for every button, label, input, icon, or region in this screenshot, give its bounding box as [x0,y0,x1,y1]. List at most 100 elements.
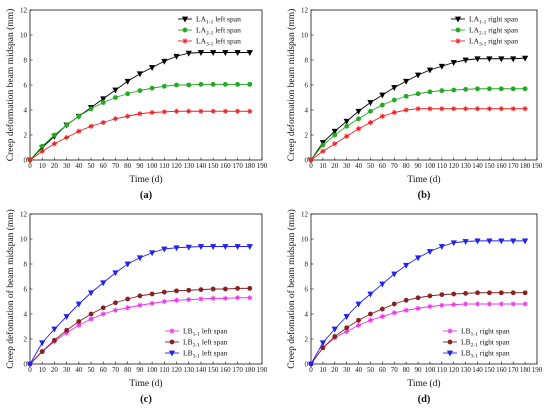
data-point [403,262,410,269]
legend-marker [446,350,454,357]
data-point [88,316,94,322]
x-tick-label: 100 [425,162,436,170]
data-point [451,106,457,112]
x-tick-label: 30 [343,162,351,170]
x-tick-label: 70 [112,162,120,170]
data-point [332,132,338,138]
data-point [356,317,361,323]
data-point [174,82,179,88]
x-tick-label: 130 [460,366,471,374]
x-tick-label: 20 [51,162,59,170]
data-point [125,305,131,311]
data-point [222,295,228,301]
x-tick-label: 100 [147,162,158,170]
legend-entry: LA3-1 left span [196,37,241,48]
y-tick-label: 2 [305,335,309,343]
x-tick-label: 20 [331,162,339,170]
x-tick-label: 70 [391,162,399,170]
data-point [415,91,421,97]
x-tick-label: 130 [460,162,471,170]
data-point [112,116,119,122]
data-point [247,285,253,291]
x-tick-label: 190 [257,366,268,374]
data-point [474,238,481,245]
y-axis-label: Creep deformation beam midspan (mm) [5,9,16,161]
x-tick-label: 40 [75,162,83,170]
y-tick-label: 12 [20,6,28,14]
data-point [379,92,386,99]
x-tick-label: 50 [88,366,96,374]
data-point [403,93,409,99]
x-tick-label: 170 [508,162,519,170]
data-point [125,296,131,302]
panel-label: (c) [140,394,152,405]
data-point [498,290,504,296]
x-tick-label: 110 [437,162,448,170]
data-point [52,337,57,343]
series-2 [27,81,253,163]
x-tick-label: 90 [415,366,423,374]
data-point [222,108,228,114]
x-axis-label: Time (d) [129,174,162,185]
x-tick-label: 170 [232,366,243,374]
data-point [197,244,205,251]
data-point [161,298,167,305]
data-point [414,255,422,262]
x-axis-label: Time (d) [407,378,440,389]
data-point [113,95,118,100]
data-point [451,302,457,308]
chart-svg-b: 0 10 20 30 40 50 60 70 80 90 100 110 120 130 140 150 160… [286,6,543,201]
legend-marker [455,38,461,44]
x-tick-label: 140 [196,162,207,170]
data-point [510,301,516,307]
data-point [463,106,469,112]
x-tick-label: 90 [136,366,144,374]
data-point [522,290,528,296]
data-point [522,238,529,245]
data-point [463,290,469,296]
x-tick-label: 150 [484,366,495,374]
data-point [234,295,241,301]
data-point [246,50,253,57]
data-point [379,102,385,108]
series-line [29,110,250,161]
chart-svg-c: 0 10 20 30 40 50 60 70 80 90 100 110 120 130 140 150 160… [5,209,268,405]
y-tick-label: 4 [24,310,28,318]
data-point [474,106,481,112]
x-tick-label: 170 [232,162,243,170]
data-point [234,108,241,114]
legend-entry: LA1-1 left span [196,15,241,26]
data-point [173,245,180,252]
x-tick-label: 120 [171,366,182,374]
data-point [368,311,373,317]
data-point [391,109,397,116]
data-point [222,50,229,57]
legend-marker [447,339,453,345]
data-point [320,142,326,148]
data-point [75,301,82,308]
x-tick-label: 130 [183,162,194,170]
data-point [26,361,34,368]
series-line [29,83,250,161]
data-point [186,287,192,293]
data-point [112,87,119,94]
x-tick-label: 180 [245,366,256,374]
x-tick-label: 90 [415,162,423,170]
data-point [64,330,70,336]
x-tick-label: 180 [520,366,531,374]
data-point [415,305,421,311]
data-point [463,86,469,92]
data-point [510,106,516,112]
data-point [510,86,516,92]
y-tick-label: 10 [20,235,28,243]
x-tick-label: 150 [484,162,495,170]
x-tick-label: 150 [208,366,219,374]
data-point [64,122,70,128]
y-tick-label: 12 [301,6,309,14]
y-tick-label: 10 [301,31,309,39]
data-point [27,157,33,163]
data-point [474,56,481,63]
data-point [307,361,315,368]
